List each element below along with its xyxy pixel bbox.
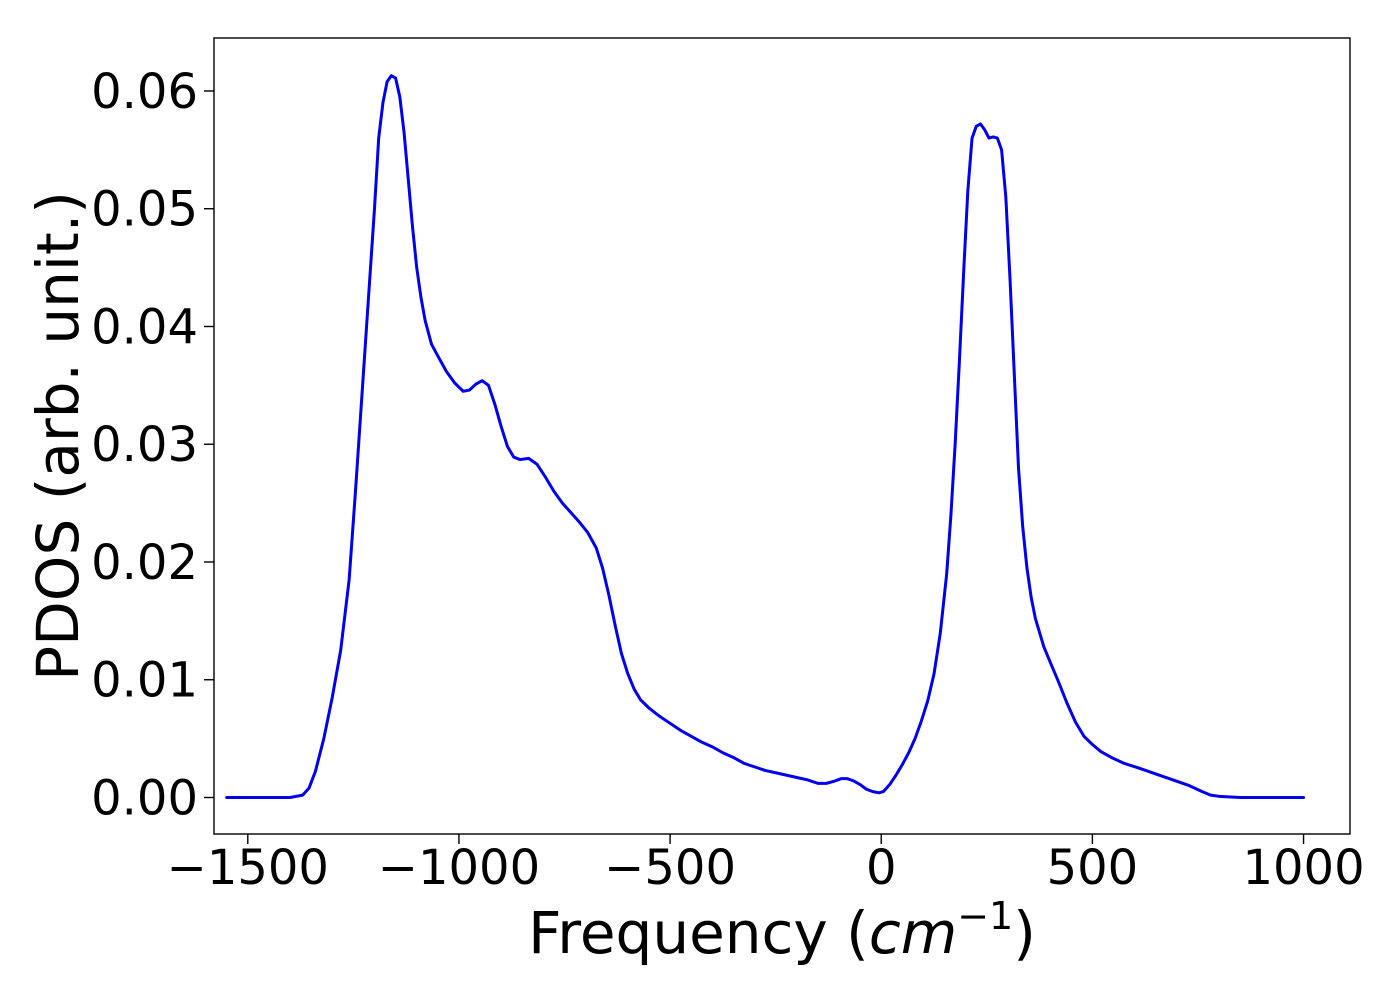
x-axis-unit-exponent: −1	[957, 894, 1013, 938]
x-axis-unit: cm	[869, 899, 957, 967]
y-axis-label: PDOS (arb. unit.)	[24, 191, 92, 681]
y-tick-label-6: 0.06	[91, 64, 198, 120]
x-axis-label: Frequency (cm−1)	[528, 894, 1036, 967]
series-layer	[225, 74, 1306, 799]
x-tick-label-2: −500	[604, 840, 736, 896]
y-tick-label-0: 0.00	[91, 770, 198, 826]
y-tick-label-3: 0.03	[91, 417, 198, 473]
series-line-0	[225, 74, 1306, 799]
y-tick-label-5: 0.05	[91, 182, 198, 238]
y-tick-label-2: 0.02	[91, 535, 198, 591]
x-tick-label-0: −1500	[167, 840, 329, 896]
y-tick-label-1: 0.01	[91, 653, 198, 709]
plot-area	[213, 37, 1351, 835]
y-tick-label-4: 0.04	[91, 299, 198, 355]
x-tick-label-1: −1000	[378, 840, 540, 896]
x-axis-label-text: Frequency	[528, 899, 828, 967]
plot-frame	[213, 37, 1351, 835]
x-tick-label-4: 500	[1047, 840, 1139, 896]
x-tick-label-5: 1000	[1242, 840, 1364, 896]
x-axis: −1500 −1000 −500 0 500 1000	[167, 834, 1365, 896]
y-axis: 0.00 0.01 0.02 0.03 0.04 0.05 0.06	[91, 64, 214, 826]
x-tick-label-3: 0	[866, 840, 897, 896]
